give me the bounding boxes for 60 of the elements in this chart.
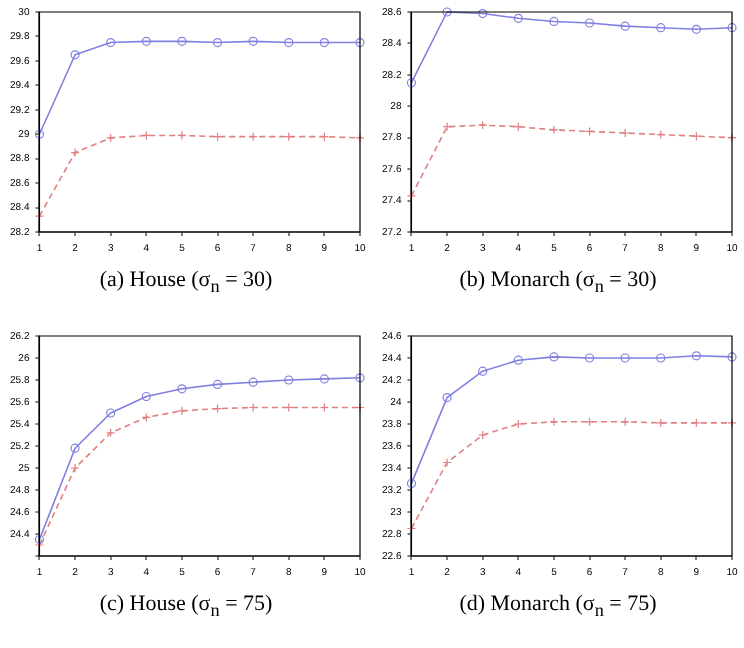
point: [620, 128, 630, 138]
point: [141, 391, 151, 402]
point: [478, 430, 488, 440]
point: [319, 37, 329, 48]
point: [212, 379, 223, 389]
point: [656, 23, 666, 33]
point: [70, 443, 80, 453]
point: [549, 125, 559, 135]
point: [442, 393, 452, 403]
text: (a) House (σ$_{n}$ = 30): [97, 268, 275, 297]
point: [513, 355, 523, 365]
point: [284, 37, 294, 48]
point: [177, 130, 187, 141]
point: [691, 131, 701, 141]
point: [406, 78, 417, 88]
point: [406, 478, 417, 488]
point: [70, 50, 80, 60]
point: [106, 133, 116, 143]
point: [212, 37, 223, 48]
point: [70, 463, 80, 473]
point: [248, 377, 258, 387]
point: [442, 7, 452, 17]
point: [549, 352, 559, 362]
text: (c) House (σ$_{n}$ = 75): [97, 592, 275, 621]
point: [34, 534, 45, 545]
point: [584, 353, 595, 363]
point: [177, 384, 187, 394]
point: [106, 408, 116, 418]
point: [177, 406, 187, 416]
point: [549, 16, 559, 27]
point: [141, 36, 151, 46]
text: (b) Monarch (σ$_{n}$ = 30): [457, 268, 659, 297]
point: [584, 18, 595, 28]
point: [478, 8, 488, 19]
point: [355, 37, 365, 48]
point: [656, 418, 666, 428]
point: [549, 417, 559, 427]
point: [620, 353, 630, 363]
point: [727, 23, 737, 33]
point: [34, 129, 45, 139]
point: [478, 120, 488, 130]
point: [177, 36, 187, 46]
point: [442, 457, 452, 468]
point: [106, 37, 116, 48]
point: [656, 353, 666, 363]
point: [70, 147, 80, 158]
point: [478, 366, 488, 376]
point: [355, 373, 365, 383]
point: [284, 375, 294, 385]
point: [620, 21, 630, 31]
point: [513, 13, 523, 23]
point: [319, 374, 329, 384]
point: [248, 36, 258, 46]
point: [513, 419, 523, 429]
text: (d) Monarch (σ$_{n}$ = 75): [457, 592, 659, 621]
point: [691, 351, 701, 361]
point: [691, 24, 701, 34]
point: [691, 418, 701, 428]
point: [727, 352, 737, 362]
point: [442, 122, 452, 132]
